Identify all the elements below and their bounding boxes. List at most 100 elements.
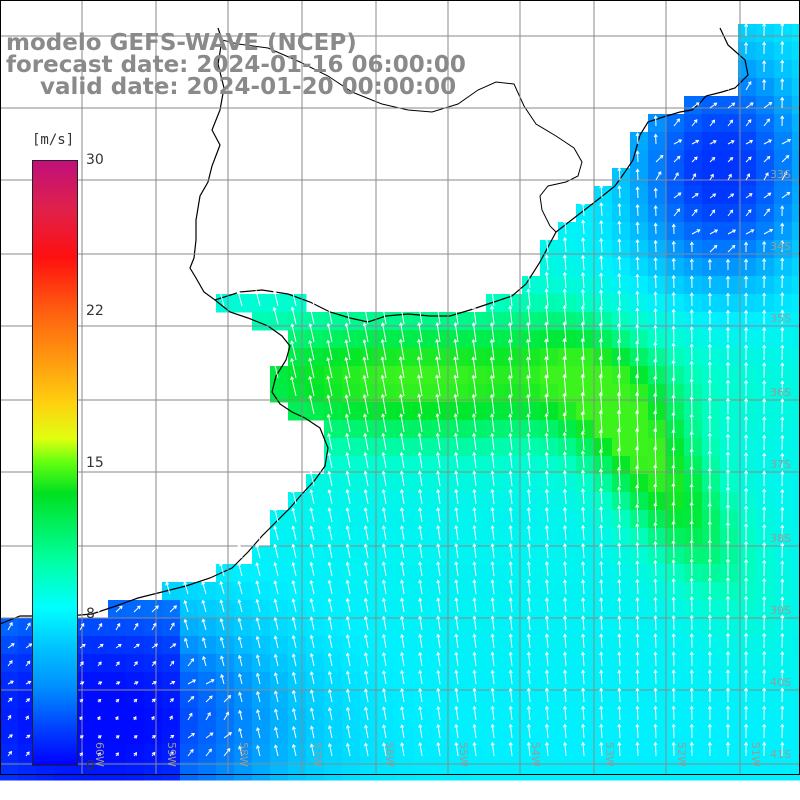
speed-cell: [594, 330, 613, 349]
wind-arrow-head: [526, 506, 531, 511]
speed-cell: [576, 582, 595, 601]
wind-arrow-head: [418, 723, 423, 728]
wind-arrow-head: [562, 651, 568, 656]
wind-arrow: [654, 522, 657, 541]
wind-arrow: [709, 245, 718, 253]
wind-arrow-head: [363, 597, 368, 602]
wind-arrow-head: [508, 488, 513, 493]
speed-cell: [522, 384, 541, 403]
wind-arrow: [600, 543, 603, 559]
wind-arrow: [365, 671, 369, 685]
speed-cell: [756, 546, 775, 565]
wind-arrow-head: [780, 205, 785, 209]
speed-cell: [306, 564, 325, 583]
wind-arrow-head: [762, 723, 767, 728]
wind-arrow-head: [327, 616, 332, 621]
wind-arrow-head: [617, 723, 622, 728]
wind-arrow-head: [707, 467, 712, 472]
speed-cell: [702, 672, 721, 691]
speed-cell: [702, 654, 721, 673]
longitude-label: 54W: [529, 742, 542, 767]
speed-cell: [468, 600, 487, 619]
wind-arrow-head: [580, 430, 585, 435]
wind-arrow: [545, 322, 549, 343]
speed-cell: [288, 528, 307, 547]
speed-cell: [360, 510, 379, 529]
wind-arrow-head: [653, 308, 658, 312]
wind-arrow-head: [671, 325, 676, 330]
speed-cell: [378, 600, 397, 619]
speed-cell: [360, 762, 379, 781]
wind-arrow-head: [562, 219, 568, 224]
latitude-label: 39S: [770, 604, 791, 617]
speed-cell: [756, 96, 775, 115]
wind-arrow-head: [117, 643, 122, 648]
speed-cell: [468, 762, 487, 781]
wind-arrow: [491, 489, 495, 505]
wind-arrow: [383, 743, 387, 757]
wind-arrow: [274, 617, 279, 631]
speed-cell: [270, 672, 289, 691]
wind-arrow: [546, 471, 549, 487]
wind-arrow: [563, 432, 567, 451]
wind-arrow-head: [725, 309, 730, 314]
speed-cell: [702, 546, 721, 565]
wind-arrow: [345, 394, 351, 415]
speed-cell: [756, 636, 775, 655]
speed-cell: [342, 492, 361, 511]
wind-arrow-head: [747, 81, 752, 85]
speed-cell: [684, 330, 703, 349]
wind-arrow-head: [689, 596, 694, 600]
wind-arrow: [473, 489, 477, 505]
wind-arrow: [256, 745, 261, 757]
wind-arrow-head: [454, 525, 459, 530]
speed-cell: [378, 528, 397, 547]
speed-cell: [468, 708, 487, 727]
speed-cell: [738, 618, 757, 637]
wind-arrow-head: [381, 451, 386, 456]
wind-arrow: [581, 322, 585, 343]
wind-arrow-head: [617, 741, 622, 746]
wind-arrow: [691, 140, 699, 145]
wind-arrow-head: [308, 306, 313, 311]
speed-cell: [630, 690, 649, 709]
wind-arrow: [238, 674, 243, 685]
wind-arrow-head: [635, 427, 640, 432]
wind-arrow-head: [617, 687, 622, 692]
speed-cell: [378, 348, 397, 367]
wind-arrow: [600, 652, 603, 667]
wind-arrow: [636, 392, 639, 415]
wind-arrow: [509, 598, 513, 613]
speed-cell: [270, 690, 289, 709]
wind-arrow-head: [526, 633, 531, 638]
speed-cell: [288, 600, 307, 619]
wind-arrow: [309, 340, 315, 361]
wind-arrow: [345, 340, 351, 361]
wind-arrow-head: [562, 236, 567, 241]
speed-cell: [432, 492, 451, 511]
wind-arrow-head: [490, 633, 495, 638]
wind-arrow-head: [710, 173, 714, 178]
speed-cell: [540, 546, 559, 565]
wind-arrow-head: [689, 326, 694, 330]
wind-arrow: [582, 238, 585, 253]
wind-arrow-head: [453, 413, 458, 418]
speed-cell: [450, 618, 469, 637]
wind-arrow: [654, 652, 657, 667]
speed-cell: [792, 96, 800, 115]
wind-arrow-head: [544, 723, 549, 728]
wind-arrow-head: [747, 119, 752, 123]
wind-arrow: [654, 359, 657, 379]
speed-cell: [126, 672, 145, 691]
wind-arrow: [490, 357, 495, 379]
wind-arrow: [419, 544, 423, 559]
wind-arrow-head: [508, 543, 513, 547]
wind-arrow-head: [617, 579, 622, 583]
wind-arrow: [363, 357, 369, 379]
wind-arrow: [455, 706, 459, 721]
speed-cell: [0, 762, 19, 781]
wind-arrow: [274, 526, 279, 541]
wind-arrow: [346, 544, 351, 559]
wind-arrow: [582, 670, 585, 685]
wind-arrow-head: [707, 396, 712, 401]
